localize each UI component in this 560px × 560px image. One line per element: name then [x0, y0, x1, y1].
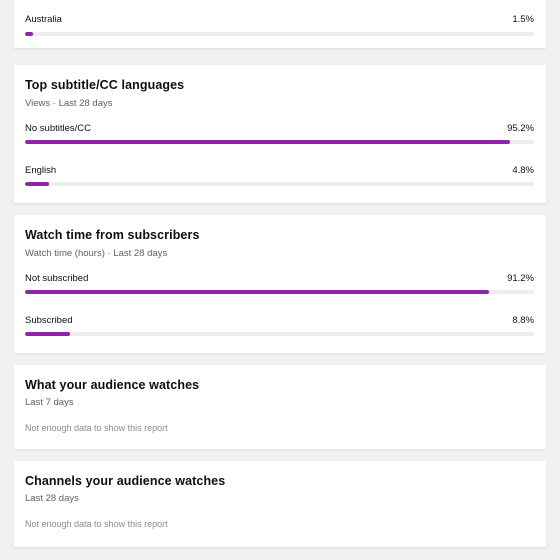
language-label: No subtitles/CC [25, 123, 91, 134]
country-percentage: 1.5% [512, 14, 534, 25]
card-title: Top subtitle/CC languages [25, 78, 185, 92]
language-percentage: 4.8% [512, 165, 534, 176]
subscription-percentage: 8.8% [512, 315, 534, 326]
card-subtitle: Watch time (hours) · Last 28 days [25, 248, 168, 259]
empty-state-message: Not enough data to show this report [25, 423, 168, 433]
language-bar-fill [25, 140, 510, 144]
subscription-label: Not subscribed [25, 273, 89, 284]
audience-watches-card[interactable]: What your audience watches Last 7 days N… [14, 365, 546, 449]
language-bar [25, 182, 534, 186]
subscription-bar-fill [25, 290, 490, 294]
top-countries-card: Australia 1.5% [14, 0, 546, 48]
card-subtitle: Last 7 days [25, 397, 74, 408]
country-label: Australia [25, 14, 62, 25]
card-title: Channels your audience watches [25, 474, 226, 488]
subscription-bar-fill [25, 332, 70, 336]
card-subtitle: Views · Last 28 days [25, 98, 113, 109]
subscription-percentage: 91.2% [507, 273, 534, 284]
language-percentage: 95.2% [507, 123, 534, 134]
subscription-bar [25, 332, 534, 336]
language-bar [25, 140, 534, 144]
subscription-label: Subscribed [25, 315, 73, 326]
channels-watched-card[interactable]: Channels your audience watches Last 28 d… [14, 461, 546, 547]
country-bar-fill [25, 32, 33, 36]
language-label: English [25, 165, 57, 176]
country-bar [25, 32, 534, 36]
card-subtitle: Last 28 days [25, 493, 79, 504]
subscription-bar [25, 290, 534, 294]
card-title: What your audience watches [25, 378, 200, 392]
empty-state-message: Not enough data to show this report [25, 519, 168, 529]
subtitle-languages-card[interactable]: Top subtitle/CC languages Views · Last 2… [14, 65, 546, 203]
card-title: Watch time from subscribers [25, 228, 200, 242]
subscriber-watch-time-card[interactable]: Watch time from subscribers Watch time (… [14, 215, 546, 353]
language-bar-fill [25, 182, 50, 186]
